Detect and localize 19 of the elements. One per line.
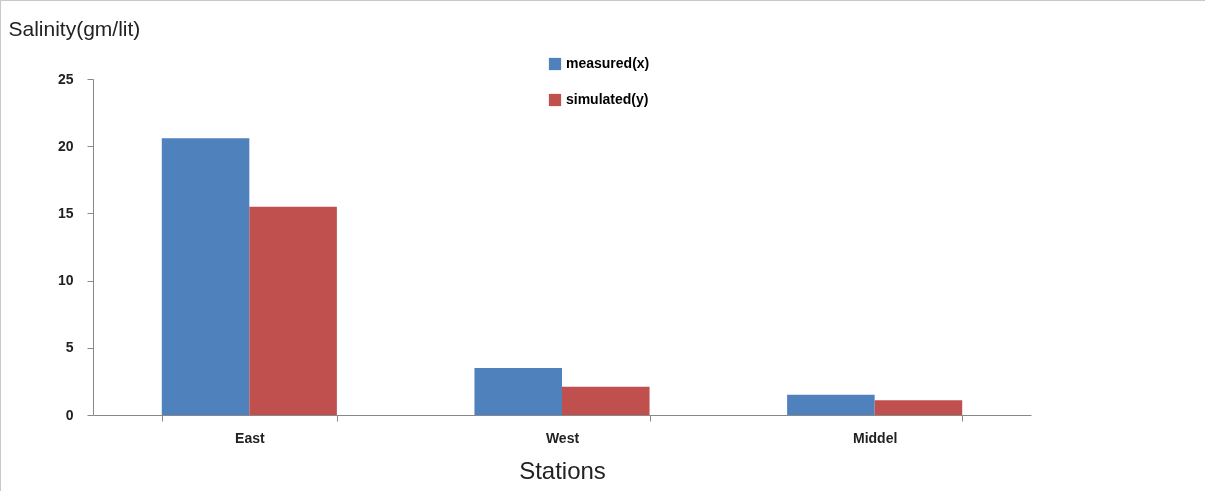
legend-label: simulated(y) — [566, 91, 649, 107]
y-tick-label: 15 — [57, 204, 74, 221]
bar — [874, 400, 963, 415]
x-tick-label: East — [235, 429, 265, 446]
y-axis-title: Salinity(gm/lit) — [8, 16, 141, 40]
y-tick-label: 10 — [57, 272, 74, 289]
bar — [562, 386, 650, 415]
bar — [474, 367, 562, 415]
x-tick-label: Middel — [852, 429, 898, 446]
x-tick-label: West — [545, 429, 580, 446]
y-tick-label: 5 — [65, 339, 74, 356]
y-tick-label: 20 — [57, 137, 74, 154]
x-axis-title: Stations — [519, 456, 606, 484]
bar — [249, 206, 337, 415]
legend-label: measured(x) — [566, 55, 650, 71]
y-tick-label: 25 — [57, 70, 74, 87]
bar — [161, 138, 250, 415]
y-tick-label: 0 — [65, 406, 74, 423]
bar — [787, 394, 875, 415]
